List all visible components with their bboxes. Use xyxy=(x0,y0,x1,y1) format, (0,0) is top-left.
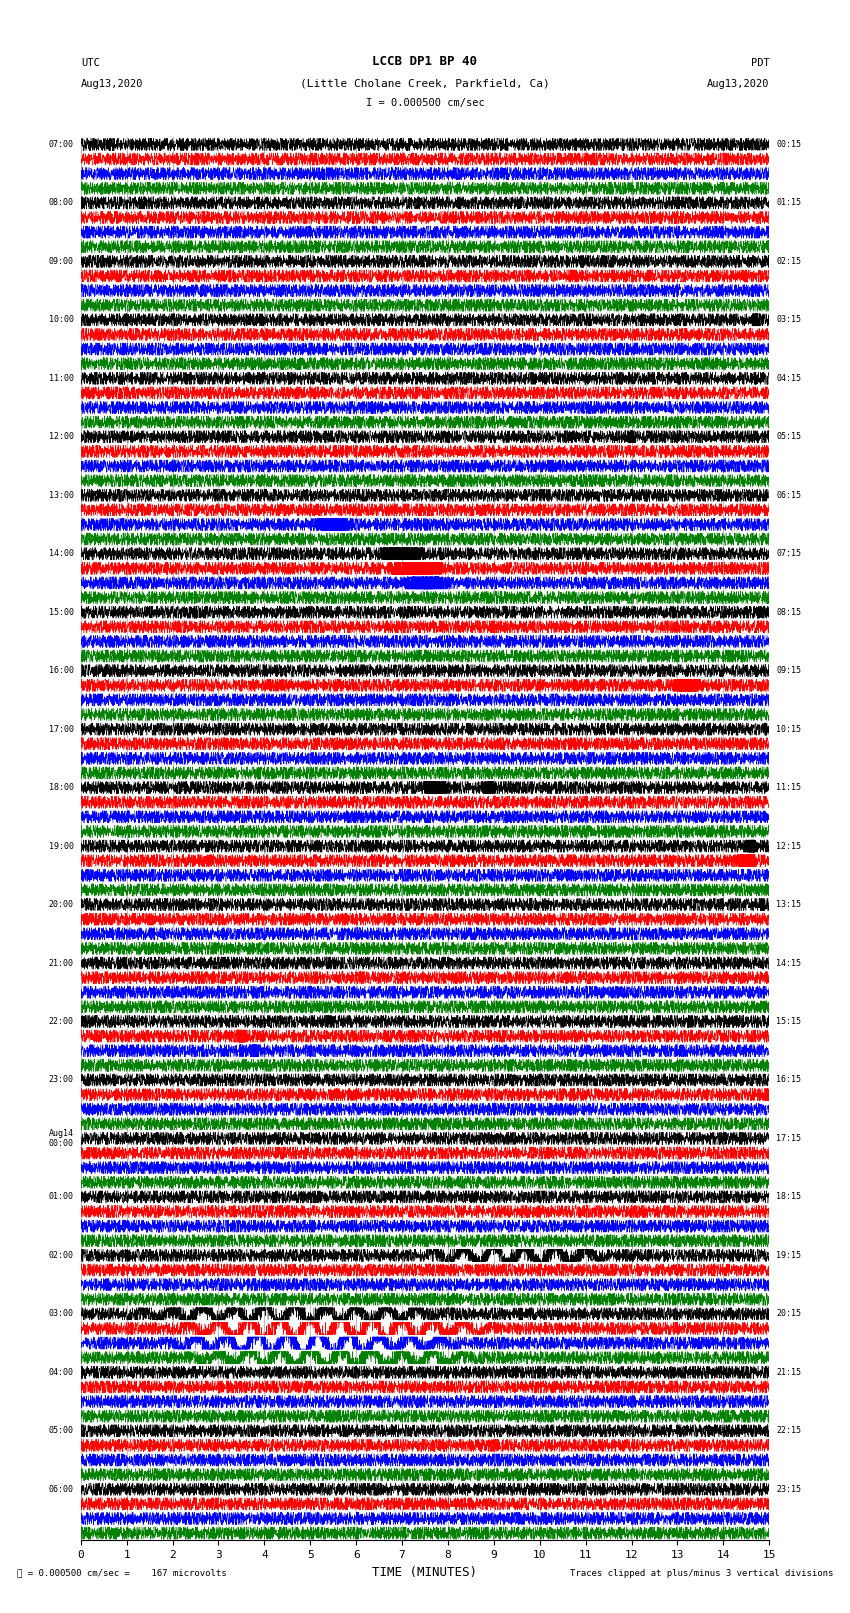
Text: 01:00: 01:00 xyxy=(48,1192,74,1202)
Text: 13:15: 13:15 xyxy=(776,900,802,910)
Text: 17:15: 17:15 xyxy=(776,1134,802,1144)
Text: 02:00: 02:00 xyxy=(48,1250,74,1260)
Text: ⎹ = 0.000500 cm/sec =    167 microvolts: ⎹ = 0.000500 cm/sec = 167 microvolts xyxy=(17,1568,227,1578)
Text: 23:00: 23:00 xyxy=(48,1076,74,1084)
Text: Traces clipped at plus/minus 3 vertical divisions: Traces clipped at plus/minus 3 vertical … xyxy=(570,1568,833,1578)
Text: 17:00: 17:00 xyxy=(48,724,74,734)
Text: 11:00: 11:00 xyxy=(48,374,74,382)
Text: 22:15: 22:15 xyxy=(776,1426,802,1436)
Text: 13:00: 13:00 xyxy=(48,490,74,500)
Text: I = 0.000500 cm/sec: I = 0.000500 cm/sec xyxy=(366,98,484,108)
Text: 00:15: 00:15 xyxy=(776,140,802,148)
Text: Aug13,2020: Aug13,2020 xyxy=(706,79,769,89)
Text: 14:15: 14:15 xyxy=(776,958,802,968)
Text: 22:00: 22:00 xyxy=(48,1016,74,1026)
Text: 16:15: 16:15 xyxy=(776,1076,802,1084)
Text: 16:00: 16:00 xyxy=(48,666,74,676)
Text: 03:00: 03:00 xyxy=(48,1310,74,1318)
Text: 20:00: 20:00 xyxy=(48,900,74,910)
Text: 08:15: 08:15 xyxy=(776,608,802,616)
Text: (Little Cholane Creek, Parkfield, Ca): (Little Cholane Creek, Parkfield, Ca) xyxy=(300,79,550,89)
Text: 18:00: 18:00 xyxy=(48,782,74,792)
Text: 14:00: 14:00 xyxy=(48,548,74,558)
Text: 07:00: 07:00 xyxy=(48,140,74,148)
Text: 09:00: 09:00 xyxy=(48,256,74,266)
Text: 18:15: 18:15 xyxy=(776,1192,802,1202)
Text: 19:00: 19:00 xyxy=(48,842,74,850)
Text: 05:00: 05:00 xyxy=(48,1426,74,1436)
Text: 23:15: 23:15 xyxy=(776,1484,802,1494)
Text: 10:00: 10:00 xyxy=(48,315,74,324)
Text: 11:15: 11:15 xyxy=(776,782,802,792)
Text: 09:15: 09:15 xyxy=(776,666,802,676)
Text: LCCB DP1 BP 40: LCCB DP1 BP 40 xyxy=(372,55,478,68)
Text: 06:00: 06:00 xyxy=(48,1484,74,1494)
Text: 12:00: 12:00 xyxy=(48,432,74,442)
Text: 07:15: 07:15 xyxy=(776,548,802,558)
Text: 04:15: 04:15 xyxy=(776,374,802,382)
Text: 20:15: 20:15 xyxy=(776,1310,802,1318)
X-axis label: TIME (MINUTES): TIME (MINUTES) xyxy=(372,1566,478,1579)
Text: 01:15: 01:15 xyxy=(776,198,802,208)
Text: 08:00: 08:00 xyxy=(48,198,74,208)
Text: 12:15: 12:15 xyxy=(776,842,802,850)
Text: 02:15: 02:15 xyxy=(776,256,802,266)
Text: 21:15: 21:15 xyxy=(776,1368,802,1378)
Text: 15:00: 15:00 xyxy=(48,608,74,616)
Text: 03:15: 03:15 xyxy=(776,315,802,324)
Text: 21:00: 21:00 xyxy=(48,958,74,968)
Text: 04:00: 04:00 xyxy=(48,1368,74,1378)
Text: UTC: UTC xyxy=(81,58,99,68)
Text: 19:15: 19:15 xyxy=(776,1250,802,1260)
Text: Aug14
00:00: Aug14 00:00 xyxy=(48,1129,74,1148)
Text: 06:15: 06:15 xyxy=(776,490,802,500)
Text: Aug13,2020: Aug13,2020 xyxy=(81,79,144,89)
Text: 15:15: 15:15 xyxy=(776,1016,802,1026)
Text: 10:15: 10:15 xyxy=(776,724,802,734)
Text: 05:15: 05:15 xyxy=(776,432,802,442)
Text: PDT: PDT xyxy=(751,58,769,68)
